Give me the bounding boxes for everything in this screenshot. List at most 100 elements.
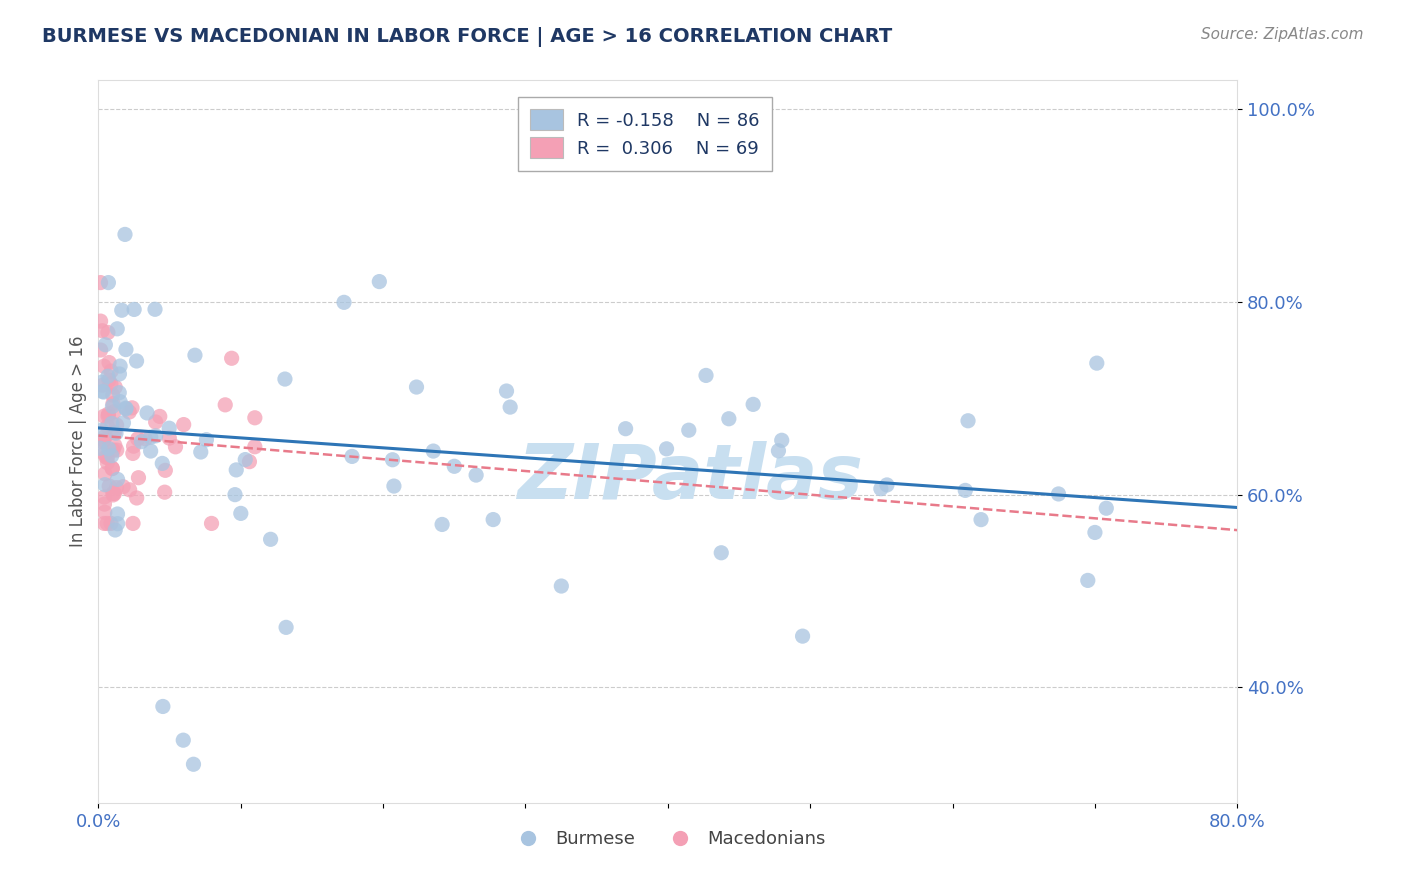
- Point: [957, 414, 980, 428]
- Legend: Burmese, Macedonians: Burmese, Macedonians: [503, 822, 832, 855]
- Point: [101, 488, 124, 502]
- Point: [97, 369, 120, 384]
- Point: [125, 354, 148, 368]
- Point: [93, 385, 115, 400]
- Point: [122, 439, 145, 453]
- Point: [115, 401, 138, 416]
- Point: [104, 438, 127, 452]
- Point: [368, 275, 391, 289]
- Point: [149, 409, 172, 424]
- Point: [105, 418, 128, 433]
- Point: [105, 322, 128, 336]
- Point: [145, 415, 167, 429]
- Point: [165, 440, 187, 454]
- Point: [238, 455, 260, 469]
- Point: [93, 516, 115, 531]
- Point: [93, 409, 115, 424]
- Point: [107, 507, 129, 521]
- Point: [103, 404, 125, 418]
- Text: Source: ZipAtlas.com: Source: ZipAtlas.com: [1201, 27, 1364, 42]
- Point: [157, 421, 180, 435]
- Point: [94, 429, 117, 443]
- Point: [190, 445, 212, 459]
- Point: [768, 443, 790, 458]
- Point: [274, 620, 297, 634]
- Point: [90, 423, 112, 437]
- Point: [172, 733, 194, 747]
- Point: [94, 467, 117, 481]
- Point: [89, 442, 111, 456]
- Point: [173, 417, 195, 432]
- Point: [100, 516, 122, 531]
- Point: [792, 629, 814, 643]
- Point: [107, 516, 129, 531]
- Point: [94, 338, 117, 352]
- Point: [105, 443, 128, 458]
- Point: [184, 348, 207, 362]
- Point: [103, 425, 125, 440]
- Point: [112, 480, 135, 494]
- Point: [134, 432, 156, 446]
- Point: [717, 411, 740, 425]
- Point: [710, 546, 733, 560]
- Point: [274, 372, 297, 386]
- Point: [101, 461, 124, 475]
- Point: [104, 380, 127, 394]
- Point: [111, 303, 134, 318]
- Point: [1047, 487, 1070, 501]
- Point: [122, 302, 145, 317]
- Point: [90, 343, 112, 357]
- Point: [115, 343, 138, 357]
- Point: [243, 440, 266, 454]
- Point: [118, 483, 141, 497]
- Point: [1085, 356, 1108, 370]
- Point: [499, 400, 522, 414]
- Point: [91, 324, 114, 338]
- Point: [614, 422, 637, 436]
- Point: [115, 401, 138, 416]
- Point: [139, 444, 162, 458]
- Point: [94, 505, 117, 519]
- Point: [100, 376, 122, 391]
- Point: [104, 523, 127, 537]
- Point: [221, 351, 243, 366]
- Point: [98, 479, 121, 493]
- Point: [97, 442, 120, 456]
- Point: [118, 405, 141, 419]
- Point: [101, 388, 124, 402]
- Point: [101, 396, 124, 410]
- Point: [94, 450, 117, 464]
- Point: [422, 444, 444, 458]
- Point: [105, 481, 128, 495]
- Point: [157, 431, 180, 445]
- Point: [112, 416, 135, 430]
- Point: [200, 516, 222, 531]
- Point: [876, 478, 898, 492]
- Point: [91, 434, 114, 449]
- Point: [93, 359, 115, 374]
- Point: [183, 757, 205, 772]
- Point: [100, 364, 122, 378]
- Point: [96, 450, 118, 465]
- Point: [150, 457, 173, 471]
- Point: [93, 447, 115, 461]
- Point: [93, 433, 115, 447]
- Point: [121, 446, 143, 460]
- Point: [1084, 525, 1107, 540]
- Point: [259, 533, 281, 547]
- Point: [430, 517, 453, 532]
- Point: [195, 433, 218, 447]
- Point: [101, 400, 124, 414]
- Point: [97, 276, 120, 290]
- Point: [465, 468, 488, 483]
- Point: [101, 486, 124, 500]
- Point: [127, 471, 149, 485]
- Point: [155, 463, 177, 477]
- Point: [97, 409, 120, 424]
- Point: [96, 456, 118, 470]
- Point: [122, 516, 145, 531]
- Point: [97, 373, 120, 387]
- Point: [742, 397, 765, 411]
- Point: [108, 359, 131, 373]
- Point: [655, 442, 678, 456]
